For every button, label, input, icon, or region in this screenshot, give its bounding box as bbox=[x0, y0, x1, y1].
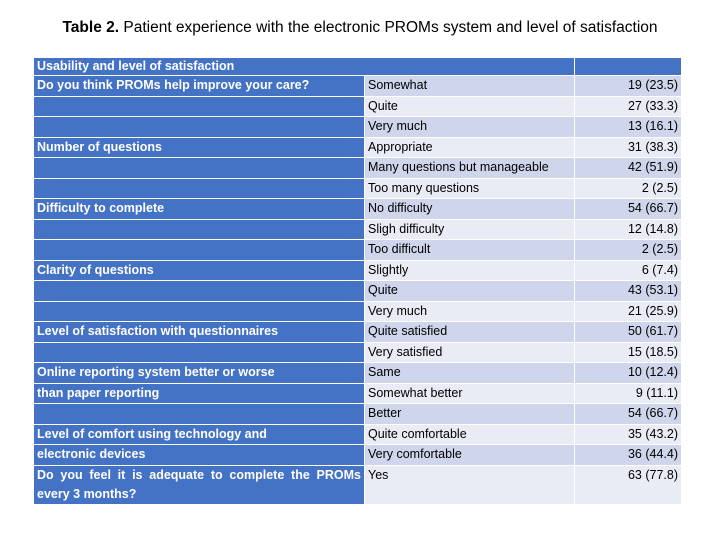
question-cell bbox=[33, 239, 365, 261]
table-row: Very satisfied 15 (18.5) bbox=[33, 341, 682, 363]
table-row: Level of satisfaction with questionnaire… bbox=[33, 321, 682, 343]
table-row: than paper reporting Somewhat better 9 (11… bbox=[33, 382, 682, 404]
table-row: electronic devices Very comfortable 36 (44… bbox=[33, 444, 682, 466]
table-row: Too many questions 2 (2.5) bbox=[33, 177, 682, 199]
answer-cell: Too many questions bbox=[364, 177, 575, 199]
answer-cell: Slightly bbox=[364, 259, 575, 281]
table-row: Very much 21 (25.9) bbox=[33, 300, 682, 322]
answer-cell: Quite bbox=[364, 95, 575, 117]
answer-cell: Many questions but manageable bbox=[364, 157, 575, 179]
value-cell: 54 (66.7) bbox=[574, 198, 682, 220]
answer-cell: Yes bbox=[364, 464, 575, 505]
value-cell: 6 (7.4) bbox=[574, 259, 682, 281]
value-cell: 42 (51.9) bbox=[574, 157, 682, 179]
table-row: Quite 27 (33.3) bbox=[33, 95, 682, 117]
table-row: Number of questions Appropriate 31 (38.3) bbox=[33, 136, 682, 158]
question-cell bbox=[33, 177, 365, 199]
question-cell bbox=[33, 403, 365, 425]
table-row: Difficulty to complete No difficulty 54 (6… bbox=[33, 198, 682, 220]
question-cell bbox=[33, 300, 365, 322]
value-cell: 13 (16.1) bbox=[574, 116, 682, 138]
question-cell bbox=[33, 341, 365, 363]
table-row: Better 54 (66.7) bbox=[33, 403, 682, 425]
value-cell: 10 (12.4) bbox=[574, 362, 682, 384]
table-row: Too difficult 2 (2.5) bbox=[33, 239, 682, 261]
question-cell bbox=[33, 116, 365, 138]
table-row: Clarity of questions Slightly 6 (7.4) bbox=[33, 259, 682, 281]
value-cell: 50 (61.7) bbox=[574, 321, 682, 343]
value-cell: 43 (53.1) bbox=[574, 280, 682, 302]
table-row: Many questions but manageable 42 (51.9) bbox=[33, 157, 682, 179]
table-row: Sligh difficulty 12 (14.8) bbox=[33, 218, 682, 240]
table-caption-text: Patient experience with the electronic P… bbox=[123, 19, 658, 36]
value-cell: 2 (2.5) bbox=[574, 239, 682, 261]
table-row: Quite 43 (53.1) bbox=[33, 280, 682, 302]
value-cell: 27 (33.3) bbox=[574, 95, 682, 117]
table-header-cell: Usability and level of satisfaction bbox=[33, 57, 575, 76]
value-cell: 36 (44.4) bbox=[574, 444, 682, 466]
question-cell: Do you think PROMs help improve your car… bbox=[33, 75, 365, 97]
answer-cell: Too difficult bbox=[364, 239, 575, 261]
question-cell: electronic devices bbox=[33, 444, 365, 466]
question-cell: Clarity of questions bbox=[33, 259, 365, 281]
table-header-blank-cell bbox=[574, 57, 682, 76]
answer-cell: Quite satisfied bbox=[364, 321, 575, 343]
question-cell-wrapped: Do you feel it is adequate to complete t… bbox=[33, 464, 365, 505]
table-row: Online reporting system better or worse S… bbox=[33, 362, 682, 384]
question-cell: Difficulty to complete bbox=[33, 198, 365, 220]
answer-cell: Sligh difficulty bbox=[364, 218, 575, 240]
value-cell: 9 (11.1) bbox=[574, 382, 682, 404]
answer-cell: Quite bbox=[364, 280, 575, 302]
answer-cell: Very satisfied bbox=[364, 341, 575, 363]
question-cell bbox=[33, 280, 365, 302]
answer-cell: Very much bbox=[364, 116, 575, 138]
table-row: Level of comfort using technology and Qui… bbox=[33, 423, 682, 445]
table-row-last: Do you feel it is adequate to complete t… bbox=[33, 464, 682, 505]
table-header-row: Usability and level of satisfaction bbox=[33, 57, 682, 76]
table-caption: Table 2. Patient experience with the ele… bbox=[0, 19, 720, 37]
satisfaction-table: Usability and level of satisfaction Do y… bbox=[33, 57, 682, 505]
table-row: Do you think PROMs help improve your car… bbox=[33, 75, 682, 97]
value-cell: 2 (2.5) bbox=[574, 177, 682, 199]
question-cell: than paper reporting bbox=[33, 382, 365, 404]
question-cell: Level of satisfaction with questionnaire… bbox=[33, 321, 365, 343]
question-line-1: Do you feel it is adequate to complete t… bbox=[37, 467, 361, 482]
answer-cell: Appropriate bbox=[364, 136, 575, 158]
value-cell: 15 (18.5) bbox=[574, 341, 682, 363]
answer-cell: Better bbox=[364, 403, 575, 425]
answer-cell: Very comfortable bbox=[364, 444, 575, 466]
question-cell bbox=[33, 157, 365, 179]
value-cell: 31 (38.3) bbox=[574, 136, 682, 158]
answer-cell: Somewhat better bbox=[364, 382, 575, 404]
answer-cell: Somewhat bbox=[364, 75, 575, 97]
table-caption-label: Table 2. bbox=[62, 19, 120, 36]
question-line-2: every 3 months? bbox=[37, 486, 137, 501]
question-cell bbox=[33, 218, 365, 240]
value-cell: 12 (14.8) bbox=[574, 218, 682, 240]
question-cell: Number of questions bbox=[33, 136, 365, 158]
question-cell: Online reporting system better or worse bbox=[33, 362, 365, 384]
table-body: Usability and level of satisfaction Do y… bbox=[33, 57, 682, 505]
answer-cell: No difficulty bbox=[364, 198, 575, 220]
value-cell: 35 (43.2) bbox=[574, 423, 682, 445]
question-cell: Level of comfort using technology and bbox=[33, 423, 365, 445]
answer-cell: Quite comfortable bbox=[364, 423, 575, 445]
table-row: Very much 13 (16.1) bbox=[33, 116, 682, 138]
question-cell bbox=[33, 95, 365, 117]
answer-cell: Same bbox=[364, 362, 575, 384]
value-cell: 63 (77.8) bbox=[574, 464, 682, 505]
value-cell: 21 (25.9) bbox=[574, 300, 682, 322]
answer-cell: Very much bbox=[364, 300, 575, 322]
value-cell: 54 (66.7) bbox=[574, 403, 682, 425]
value-cell: 19 (23.5) bbox=[574, 75, 682, 97]
